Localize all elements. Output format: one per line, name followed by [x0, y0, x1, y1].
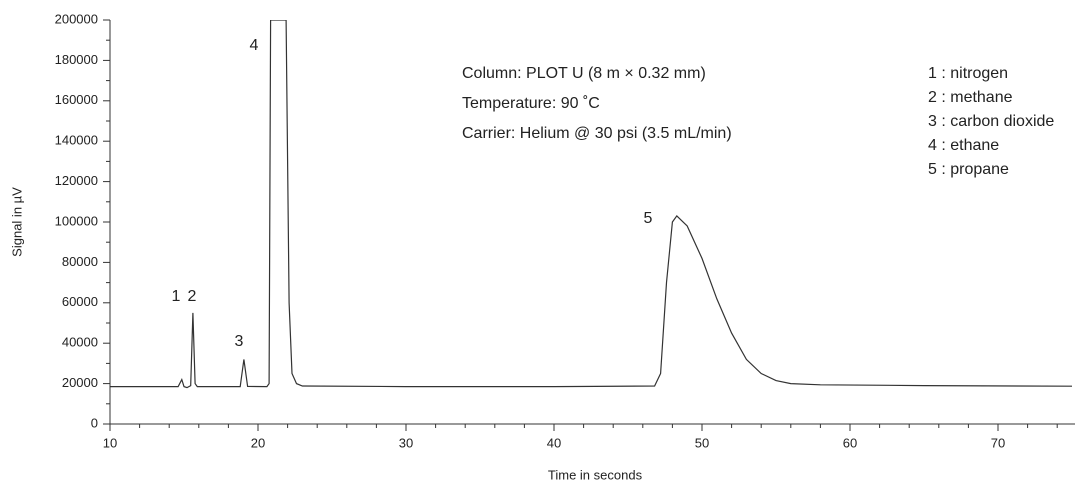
peak-label: 3	[235, 333, 244, 350]
condition-text: Column: PLOT U (8 m × 0.32 mm)	[462, 65, 706, 82]
x-tick-label: 60	[843, 435, 857, 450]
x-tick-label: 70	[991, 435, 1005, 450]
y-tick-label: 40000	[62, 335, 98, 350]
x-tick-label: 40	[547, 435, 561, 450]
y-tick-label: 0	[91, 415, 98, 430]
x-tick-label: 20	[251, 435, 265, 450]
x-tick-label: 30	[399, 435, 413, 450]
y-tick-label: 140000	[55, 133, 98, 148]
x-tick-label: 50	[695, 435, 709, 450]
legend-entry: 5 : propane	[928, 161, 1009, 178]
y-tick-label: 60000	[62, 294, 98, 309]
legend-entry: 2 : methane	[928, 89, 1013, 106]
y-tick-label: 200000	[55, 11, 98, 26]
peak-label: 5	[644, 210, 653, 227]
legend-entry: 3 : carbon dioxide	[928, 113, 1054, 130]
y-tick-label: 80000	[62, 254, 98, 269]
y-tick-label: 120000	[55, 173, 98, 188]
y-axis-label: Signal in µV	[9, 187, 24, 257]
legend-entry: 4 : ethane	[928, 137, 999, 154]
legend-entry: 1 : nitrogen	[928, 65, 1008, 82]
condition-text: Carrier: Helium @ 30 psi (3.5 mL/min)	[462, 125, 732, 142]
peak-label: 1	[172, 288, 181, 305]
x-tick-label: 10	[103, 435, 117, 450]
y-tick-label: 160000	[55, 92, 98, 107]
peak-label: 2	[188, 288, 197, 305]
peak-label: 4	[250, 37, 259, 54]
y-tick-label: 100000	[55, 213, 98, 228]
signal-line	[110, 20, 1073, 389]
y-tick-label: 20000	[62, 375, 98, 390]
x-axis-label: Time in seconds	[548, 467, 643, 482]
y-tick-label: 180000	[55, 52, 98, 67]
condition-text: Temperature: 90 ˚C	[462, 95, 600, 112]
